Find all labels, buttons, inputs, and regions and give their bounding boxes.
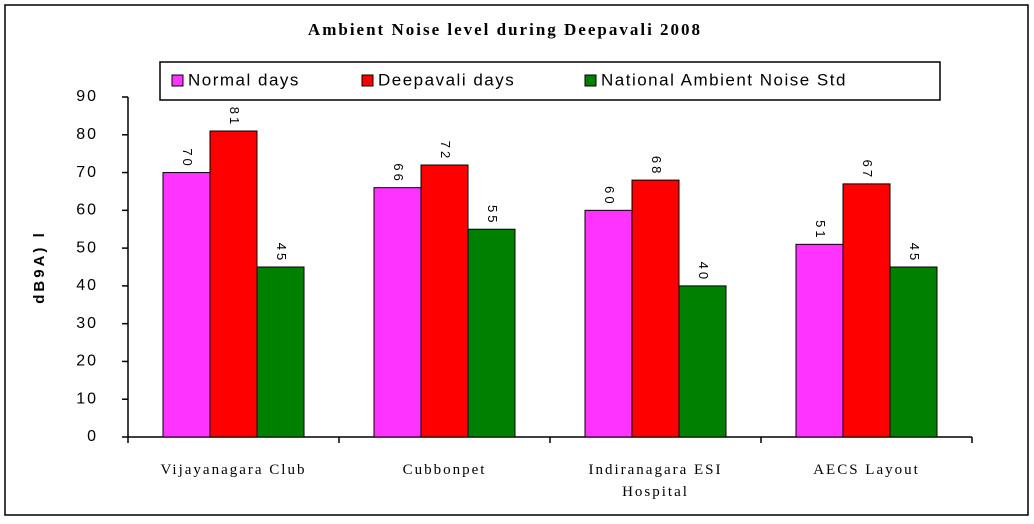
y-tick-label: 50 (76, 239, 98, 256)
x-tick-label: Cubbonpet (402, 462, 487, 478)
bar (162, 172, 211, 438)
bar (420, 164, 469, 438)
x-tick-label-box: Cubbonpet (402, 462, 487, 478)
data-label: 55 (485, 205, 500, 225)
bar (373, 187, 422, 438)
data-label: 68 (649, 156, 664, 176)
y-tick-label: 80 (76, 126, 98, 143)
y-axis-label: dB9A) l (31, 230, 48, 304)
bar (795, 243, 844, 438)
data-label: 45 (907, 243, 922, 263)
data-label: 72 (438, 141, 453, 161)
y-tick-label: 30 (76, 315, 98, 332)
legend-swatch (171, 74, 184, 87)
bar (584, 209, 633, 438)
data-label: 60 (602, 186, 617, 206)
bar (842, 183, 891, 438)
legend-box (159, 61, 941, 101)
data-label: 70 (180, 148, 195, 168)
legend-label: Deepavali days (378, 70, 515, 89)
bar (678, 285, 727, 438)
legend-swatch (584, 74, 597, 87)
x-tick-label-box: Vijayanagara Club (160, 462, 307, 478)
y-tick-label: 20 (76, 353, 98, 370)
bar (256, 266, 305, 438)
data-label: 67 (860, 160, 875, 180)
y-tick-label: 40 (76, 277, 98, 294)
bar (467, 228, 516, 438)
y-tick-label: 70 (76, 164, 98, 181)
data-label: 51 (813, 220, 828, 240)
x-tick-label-box: AECS Layout (813, 462, 920, 478)
bar (631, 179, 680, 438)
chart-title: Ambient Noise level during Deepavali 200… (308, 20, 702, 39)
x-tick-label: Indiranagara ESI Hospital (588, 462, 723, 500)
data-label: 81 (227, 107, 242, 127)
legend-label: National Ambient Noise Std (601, 70, 847, 89)
bar (889, 266, 938, 438)
x-tick-label-box: Indiranagara ESI Hospital (588, 462, 723, 500)
x-tick-label: Vijayanagara Club (160, 462, 307, 478)
y-tick-label: 10 (76, 390, 98, 407)
y-tick-label: 90 (76, 88, 98, 105)
y-tick-label: 60 (76, 202, 98, 219)
legend-label: Normal days (188, 70, 300, 89)
legend-swatch (361, 74, 374, 87)
x-tick-label: AECS Layout (813, 462, 920, 478)
data-label: 45 (274, 243, 289, 263)
y-tick-label: 0 (87, 428, 98, 445)
bar (209, 130, 258, 438)
data-label: 66 (391, 163, 406, 183)
data-label: 40 (696, 262, 711, 282)
